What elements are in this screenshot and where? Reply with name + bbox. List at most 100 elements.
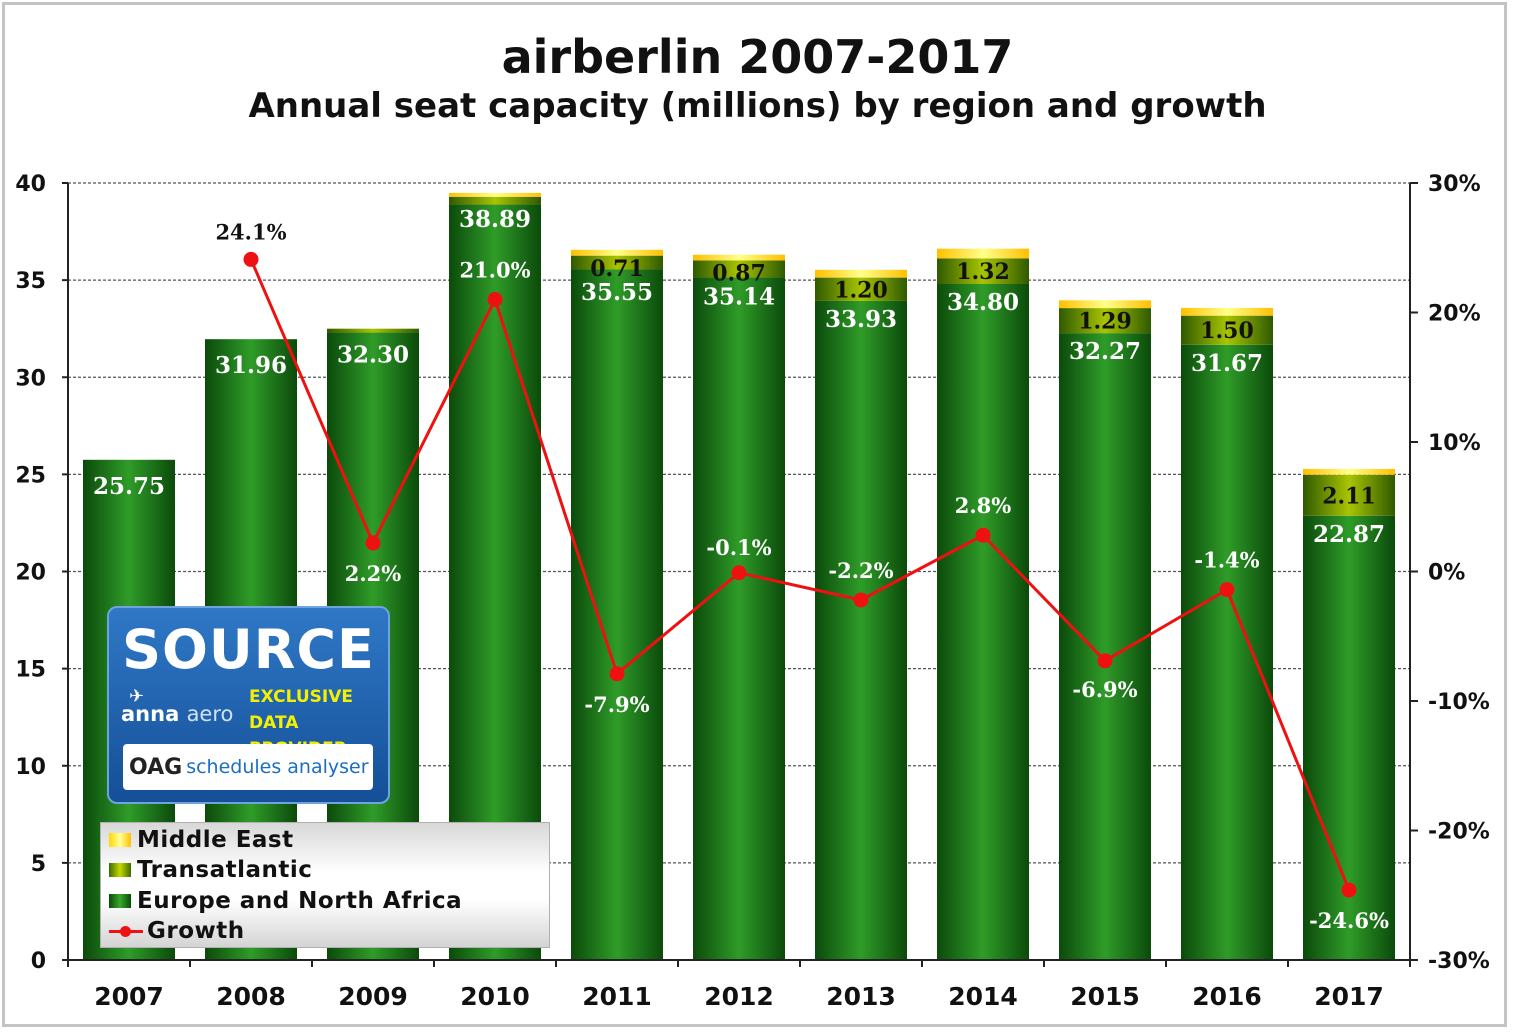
x-tick-label: 2015 (1070, 982, 1140, 1011)
y-tick-label: 30 (15, 366, 46, 391)
transatlantic-value-label: 1.50 (1200, 318, 1254, 344)
europe-value-label: 31.67 (1191, 350, 1263, 377)
bar-transatlantic (937, 258, 1029, 285)
x-tick-label: 2014 (948, 982, 1018, 1011)
growth-value-label: -6.9% (1072, 677, 1137, 702)
legend-item-growth: Growth (109, 916, 245, 946)
y2-tick-label: -10% (1428, 690, 1490, 715)
y2-tick-label: 30% (1428, 172, 1481, 197)
europe-value-label: 25.75 (93, 473, 165, 500)
transatlantic-value-label: 0.71 (590, 256, 644, 282)
growth-point (243, 251, 259, 267)
source-word: SOURCE (122, 618, 375, 681)
transatlantic-value-label: 0.87 (712, 261, 766, 287)
y-tick-label: 25 (15, 463, 46, 488)
source-badge: SOURCE ✈ anna aero EXCLUSIVE DATA PROVID… (107, 606, 390, 804)
bar-middle-east (693, 254, 785, 261)
growth-point (487, 292, 503, 308)
growth-value-label: 2.2% (345, 561, 402, 586)
bar-europe (571, 269, 663, 960)
x-tick-label: 2010 (460, 982, 530, 1011)
bar-europe (1181, 344, 1273, 960)
bar-transatlantic (571, 255, 663, 270)
y-tick-label: 5 (31, 852, 46, 877)
x-tick-label: 2017 (1314, 982, 1384, 1011)
growth-value-label: -1.4% (1194, 548, 1259, 573)
x-tick-label: 2008 (216, 982, 286, 1011)
europe-value-label: 38.89 (459, 206, 531, 233)
legend-swatch-middle-east (109, 833, 131, 847)
y2-tick-label: -20% (1428, 820, 1490, 845)
bar-transatlantic (1181, 315, 1273, 345)
bar-europe (937, 284, 1029, 960)
x-tick-label: 2009 (338, 982, 408, 1011)
y-tick-label: 10 (15, 755, 46, 780)
bar-transatlantic (1059, 308, 1151, 334)
growth-point (1341, 882, 1357, 898)
europe-value-label: 34.80 (947, 289, 1019, 316)
growth-value-label: -24.6% (1309, 908, 1389, 933)
transatlantic-value-label: 1.20 (834, 277, 888, 303)
bar-europe (693, 277, 785, 960)
y2-tick-label: 0% (1428, 561, 1465, 586)
growth-line (249, 258, 1351, 891)
growth-point (853, 592, 869, 608)
anna-aero-logo: anna aero (121, 702, 234, 726)
x-tick-label: 2013 (826, 982, 896, 1011)
growth-point (609, 666, 625, 682)
y-tick-label: 15 (15, 658, 46, 683)
x-tick-label: 2012 (704, 982, 774, 1011)
europe-value-label: 35.55 (581, 279, 653, 306)
growth-value-label: 2.8% (955, 493, 1012, 518)
bar-middle-east (1303, 468, 1395, 475)
growth-point (365, 535, 381, 551)
legend-swatch-europe (109, 894, 131, 908)
transatlantic-value-label: 1.29 (1078, 309, 1132, 335)
y-tick-label: 40 (15, 172, 46, 197)
x-tick-label: 2007 (94, 982, 164, 1011)
bar-europe (1059, 333, 1151, 960)
europe-value-label: 32.27 (1069, 338, 1141, 365)
europe-value-label: 33.93 (825, 306, 897, 333)
growth-point (731, 565, 747, 581)
growth-value-label: 24.1% (215, 219, 286, 244)
growth-point (1097, 653, 1113, 669)
x-tick-label: 2016 (1192, 982, 1262, 1011)
y-tick-label: 35 (15, 269, 46, 294)
europe-value-label: 22.87 (1313, 521, 1385, 548)
x-tick-label: 2011 (582, 982, 652, 1011)
bar-middle-east (815, 269, 907, 278)
europe-value-label: 31.96 (215, 352, 287, 379)
chart-title: airberlin 2007-2017 (501, 30, 1014, 84)
growth-value-label: -7.9% (584, 692, 649, 717)
growth-value-label: 21.0% (459, 258, 530, 283)
growth-point (1219, 582, 1235, 598)
legend-item-middle-east: Middle East (109, 825, 294, 855)
chart-legend: Middle East Transatlantic Europe and Nor… (100, 822, 550, 948)
growth-value-label: -0.1% (706, 535, 771, 560)
bar-transatlantic (815, 277, 907, 301)
bar-middle-east (449, 192, 541, 197)
bar-middle-east (937, 248, 1029, 259)
chart-subtitle: Annual seat capacity (millions) by regio… (248, 86, 1267, 126)
bar-middle-east (571, 249, 663, 256)
y-tick-label: 20 (15, 561, 46, 586)
plane-icon: ✈ (129, 686, 145, 707)
europe-value-label: 32.30 (337, 342, 409, 369)
bar-transatlantic (327, 328, 419, 333)
bar-transatlantic (1303, 474, 1395, 516)
bar-transatlantic (693, 260, 785, 278)
legend-item-europe: Europe and North Africa (109, 886, 462, 916)
legend-swatch-growth (109, 924, 143, 938)
europe-value-label: 35.14 (703, 284, 775, 311)
legend-swatch-transatlantic (109, 863, 131, 877)
bar-europe (815, 300, 907, 960)
bar-middle-east (1181, 307, 1273, 316)
y2-tick-label: -30% (1428, 949, 1490, 974)
growth-value-label: -2.2% (828, 558, 893, 583)
y2-tick-label: 20% (1428, 302, 1481, 327)
transatlantic-value-label: 1.32 (956, 259, 1010, 285)
bar-middle-east (1059, 300, 1151, 309)
legend-item-transatlantic: Transatlantic (109, 855, 312, 885)
